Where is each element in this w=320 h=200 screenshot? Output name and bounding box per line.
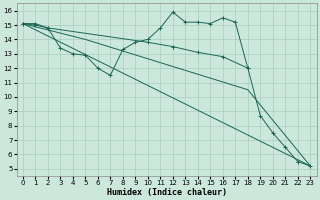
X-axis label: Humidex (Indice chaleur): Humidex (Indice chaleur) [107,188,227,197]
